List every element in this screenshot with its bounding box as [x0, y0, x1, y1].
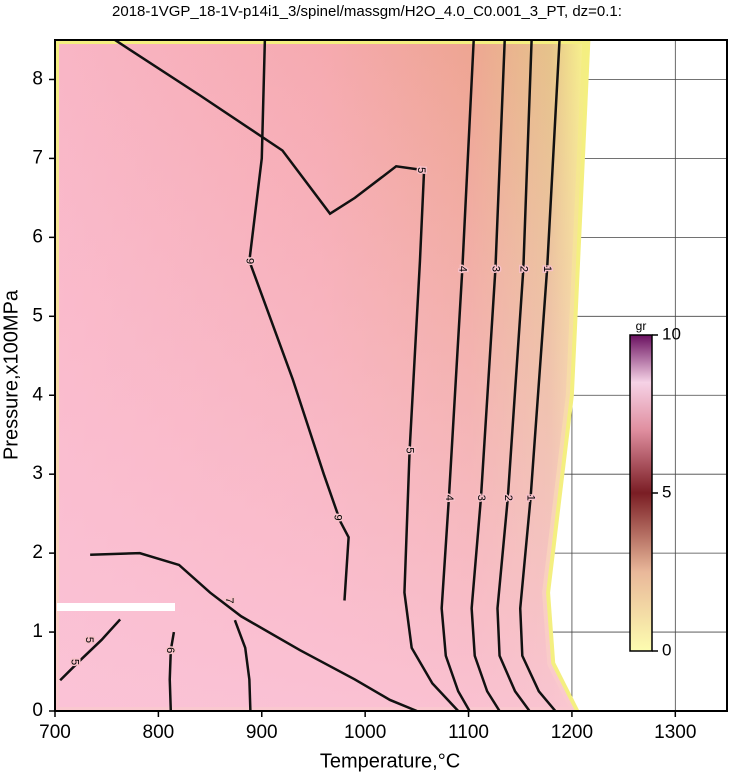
contour-line	[518, 40, 561, 711]
x-tick-label: 900	[246, 722, 278, 743]
y-tick-label: 2	[32, 542, 43, 563]
contour-line	[59, 618, 122, 682]
contour-label: 5	[69, 659, 81, 665]
contour-line	[233, 619, 252, 711]
y-tick-label: 3	[32, 463, 43, 484]
contour-label: 3	[475, 495, 487, 501]
x-tick-label: 1200	[551, 722, 593, 743]
colorbar: gr 0 5 10	[629, 319, 681, 659]
contour-line	[248, 40, 350, 601]
y-tick-label: 7	[32, 147, 43, 168]
contour-line	[90, 551, 418, 711]
y-tick-label: 4	[32, 384, 43, 405]
contour-label: 1	[525, 495, 537, 501]
y-tick-label: 1	[32, 621, 43, 642]
field-shade	[55, 40, 587, 711]
contour-line	[168, 631, 176, 711]
contour-label: 7	[223, 597, 235, 603]
contour-label: 6	[164, 647, 176, 653]
y-tick-label: 6	[32, 226, 43, 247]
colorbar-tick-label: 10	[662, 324, 681, 343]
x-tick-label: 1000	[344, 722, 386, 743]
no-data-strip	[57, 603, 175, 611]
contour-line	[470, 40, 506, 711]
x-tick-label: 1300	[654, 722, 696, 743]
frame	[54, 39, 728, 712]
x-tick-label: 800	[143, 722, 175, 743]
x-axis-label: Temperature,°C	[320, 750, 460, 772]
plot-area: 1 1 2 2 3 3 4 4 5 5 9 9 7 6 5 5	[55, 40, 727, 711]
contour-label: 9	[243, 258, 255, 264]
colorbar-tick-label: 5	[662, 482, 671, 501]
contour-label: 5	[415, 167, 427, 173]
y-tick-label: 8	[32, 68, 43, 89]
contour-label: 2	[517, 266, 529, 272]
colorbar-tick-label: 0	[662, 640, 671, 659]
x-tick-label: 700	[39, 722, 71, 743]
y-tick-label: 5	[32, 305, 43, 326]
colorbar-label: gr	[636, 319, 647, 333]
colorbar-ramp	[629, 334, 653, 652]
contour-label: 4	[443, 495, 455, 501]
contour-line	[440, 40, 475, 711]
contour-label: 5	[404, 447, 416, 453]
y-tick-label: 0	[32, 700, 43, 721]
contour-label: 9	[331, 515, 343, 521]
contour-line	[496, 40, 533, 711]
contour-label: 3	[490, 266, 502, 272]
chart-title: 2018-1VGP_18-1V-p14i1_3/spinel/massgm/H2…	[112, 3, 622, 20]
contour-label: 1	[541, 266, 553, 272]
contour-label: 2	[502, 495, 514, 501]
x-tick-label: 1100	[448, 722, 489, 743]
contour-line	[114, 40, 460, 711]
contour-label: 4	[456, 266, 468, 272]
contour-label: 5	[83, 637, 95, 643]
y-axis-label: Pressure,x100MPa	[0, 289, 22, 460]
